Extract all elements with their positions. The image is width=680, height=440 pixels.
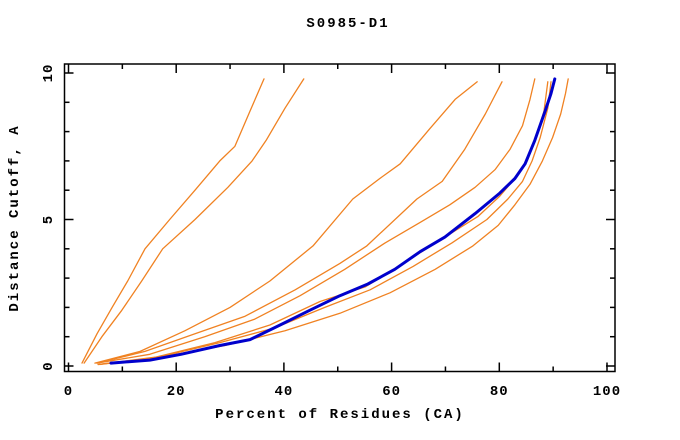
y-tick-label: 5 [41, 215, 57, 224]
curves [81, 77, 569, 366]
plot-border [63, 63, 616, 373]
y-tick-label: 0 [41, 361, 57, 370]
x-tick-label: 40 [274, 384, 293, 400]
tick-labels: 0 20 40 60 80 100 0 5 10 [41, 64, 621, 400]
curve-model-2 [83, 78, 305, 364]
curve-model-7 [97, 81, 552, 366]
curve-model-3 [94, 81, 478, 364]
curve-model-1 [81, 78, 265, 364]
curve-best-model [109, 77, 557, 365]
x-tick-label: 20 [167, 384, 186, 400]
x-tick-label: 100 [593, 384, 621, 400]
y-axis-label: Distance Cutoff, A [7, 124, 23, 311]
curve-model-5 [96, 78, 536, 364]
curve-model-4 [96, 81, 503, 364]
y-tick-label: 10 [41, 64, 57, 83]
x-axis-label: Percent of Residues (CA) [215, 407, 465, 423]
plot-frame [63, 63, 616, 373]
x-tick-label: 0 [64, 384, 73, 400]
x-tick-label: 60 [382, 384, 401, 400]
axis-ticks [64, 64, 615, 372]
x-tick-label: 80 [490, 384, 509, 400]
chart-title: S0985-D1 [306, 16, 389, 32]
